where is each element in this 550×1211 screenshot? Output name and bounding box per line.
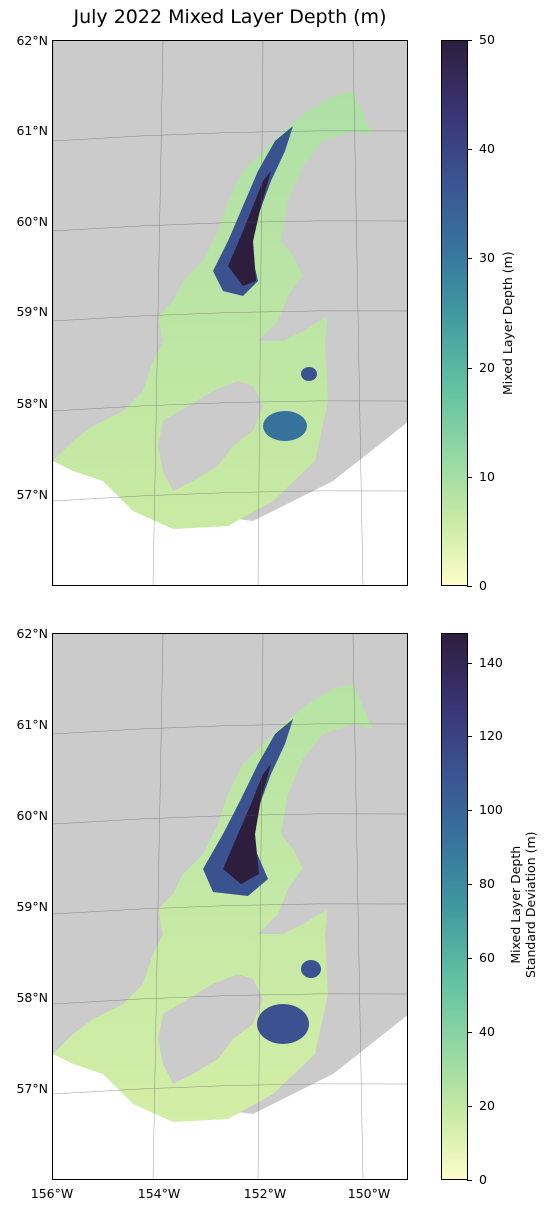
eddy-feature — [301, 960, 321, 978]
lat-label: 58°N — [16, 396, 48, 411]
map-panel-std-deviation — [52, 633, 408, 1180]
colorbar-tick-label: 100 — [467, 802, 503, 817]
colorbar-tick-label: 120 — [467, 728, 503, 743]
colorbar-label-bottom-line2: Standard Deviation (m) — [523, 831, 538, 978]
colorbar-tick-label: 0 — [467, 1172, 487, 1187]
colorbar-label-top: Mixed Layer Depth (m) — [500, 251, 515, 395]
lat-label: 61°N — [16, 123, 48, 138]
colorbar-tick-label: 50 — [467, 32, 495, 47]
cook-inlet-core — [228, 171, 271, 286]
lat-label: 60°N — [16, 214, 48, 229]
kenai-peninsula — [258, 799, 407, 934]
colorbar-tick-label: 20 — [467, 360, 495, 375]
lat-label: 57°N — [16, 1081, 48, 1096]
figure-title: July 2022 Mixed Layer Depth (m) — [73, 6, 387, 28]
kenai-peninsula — [258, 206, 407, 341]
lat-label: 60°N — [16, 808, 48, 823]
kodiak-island — [158, 381, 263, 491]
lon-label: 154°W — [137, 1186, 181, 1201]
lat-label: 57°N — [16, 487, 48, 502]
eddy-feature — [301, 367, 317, 381]
lat-label: 62°N — [16, 626, 48, 641]
lon-label: 150°W — [347, 1186, 391, 1201]
lon-label: 152°W — [243, 1186, 287, 1201]
map-panel-mixed-layer-depth — [52, 40, 408, 586]
lon-label: 156°W — [30, 1186, 74, 1201]
eddy-feature — [257, 1004, 309, 1044]
map-svg-top — [53, 41, 407, 585]
colorbar-tick-label: 40 — [467, 141, 495, 156]
lat-label: 62°N — [16, 33, 48, 48]
cook-inlet-deep — [203, 719, 293, 896]
lat-label: 61°N — [16, 717, 48, 732]
colorbar-tick-label: 60 — [467, 950, 495, 965]
kodiak-island — [158, 974, 263, 1084]
colorbar-label-bottom-line1: Mixed Layer Depth — [508, 845, 523, 964]
open-ocean — [53, 422, 407, 585]
open-ocean — [53, 1015, 407, 1179]
lat-label: 58°N — [16, 990, 48, 1005]
eddy-feature — [263, 411, 307, 441]
colorbar-bottom — [441, 633, 468, 1180]
colorbar-tick-label: 140 — [467, 655, 503, 670]
colorbar-tick-label: 0 — [467, 578, 487, 593]
colorbar-tick-label: 20 — [467, 1098, 495, 1113]
colorbar-top — [441, 40, 468, 586]
graticule — [53, 41, 407, 585]
cook-inlet-core — [223, 764, 271, 884]
colorbar-tick-label: 40 — [467, 1024, 495, 1039]
map-svg-bottom — [53, 634, 407, 1179]
colorbar-label-bottom: Mixed Layer Depth Standard Deviation (m) — [508, 831, 538, 978]
graticule — [53, 634, 407, 1179]
colorbar-tick-label: 80 — [467, 876, 495, 891]
lat-label: 59°N — [16, 304, 48, 319]
lat-label: 59°N — [16, 899, 48, 914]
colorbar-tick-label: 30 — [467, 250, 495, 265]
colorbar-tick-label: 10 — [467, 469, 495, 484]
